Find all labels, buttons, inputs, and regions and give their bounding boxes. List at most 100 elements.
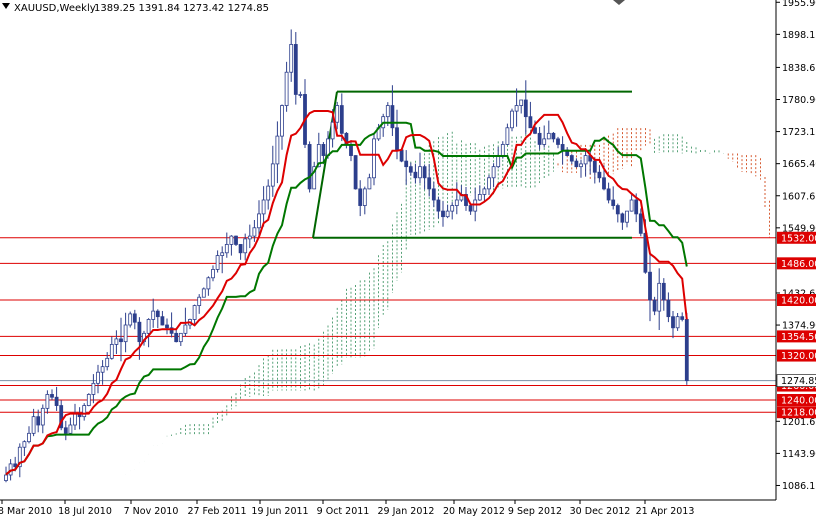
level-label-bg-2 xyxy=(777,294,816,306)
candle-body-58 xyxy=(270,163,275,187)
level-price-labels: 1532.001486.001420.001354.501320.001266.… xyxy=(776,231,816,419)
candle-body-38 xyxy=(178,332,183,343)
candle-body-84 xyxy=(390,105,395,129)
y-tick-label-9: 1374.90 xyxy=(782,321,816,332)
x-tick-label-4: 19 Jun 2011 xyxy=(251,506,308,517)
candle-body-113 xyxy=(523,99,528,118)
x-tick-label-9: 30 Dec 2012 xyxy=(570,506,631,517)
candle-body-45 xyxy=(211,269,215,279)
candle-body-96 xyxy=(445,210,450,218)
candle-body-85 xyxy=(395,127,399,151)
candle-body-137 xyxy=(634,199,639,215)
candle-body-2 xyxy=(13,463,18,468)
candle-body-63 xyxy=(293,44,298,95)
candle-body-46 xyxy=(215,255,220,270)
candle-body-73 xyxy=(339,105,344,134)
candle-body-34 xyxy=(160,316,165,326)
tenkan-sen-line xyxy=(5,110,688,476)
chart-header: XAUUSD,Weekly 1389.25 1391.84 1273.42 12… xyxy=(2,3,269,14)
candle-body-19 xyxy=(91,382,96,395)
level-label-3: 1354.50 xyxy=(781,332,816,343)
candle-body-59 xyxy=(275,135,280,165)
candle-body-7 xyxy=(36,416,41,426)
candle-body-8 xyxy=(40,407,45,426)
candle-body-50 xyxy=(234,235,238,245)
candle-body-76 xyxy=(353,155,358,190)
candle-body-31 xyxy=(146,319,151,334)
candle-body-48 xyxy=(224,244,229,254)
y-tick-label-3: 1780.90 xyxy=(782,95,816,106)
candle-body-102 xyxy=(473,199,478,212)
candle-body-136 xyxy=(629,199,634,212)
candle-body-119 xyxy=(551,132,556,140)
candle-body-57 xyxy=(266,185,271,201)
candle-body-6 xyxy=(31,416,36,434)
candle-body-108 xyxy=(500,144,505,156)
candle-body-83 xyxy=(385,105,390,118)
shift-marker-icon[interactable] xyxy=(613,0,625,5)
candle-body-88 xyxy=(408,166,413,173)
candle-body-44 xyxy=(206,277,211,290)
x-tick-label-10: 21 Apr 2013 xyxy=(636,506,695,517)
y-tick-label-2: 1838.65 xyxy=(782,63,816,74)
price-candles xyxy=(4,29,689,483)
symbol-title: XAUUSD,Weekly xyxy=(14,3,96,14)
candle-body-35 xyxy=(165,324,169,329)
candle-body-32 xyxy=(151,310,156,320)
candle-body-80 xyxy=(372,138,376,179)
level-label-bg-1 xyxy=(777,257,816,270)
candle-body-91 xyxy=(422,166,427,179)
candle-body-21 xyxy=(100,366,105,373)
candle-body-117 xyxy=(542,138,547,145)
candle-body-9 xyxy=(45,394,50,409)
candle-body-5 xyxy=(27,432,31,443)
candle-body-25 xyxy=(119,338,123,343)
candle-body-86 xyxy=(399,149,404,162)
candle-body-135 xyxy=(625,210,629,223)
candle-body-120 xyxy=(556,138,560,145)
x-tick-label-1: 18 Jul 2010 xyxy=(58,506,112,517)
candle-body-13 xyxy=(63,427,68,434)
candle-body-94 xyxy=(436,199,441,212)
candle-body-141 xyxy=(652,299,657,312)
candle-body-124 xyxy=(574,160,579,168)
candle-body-93 xyxy=(431,188,436,201)
candle-body-129 xyxy=(597,171,602,179)
candle-body-70 xyxy=(326,138,330,156)
candle-body-79 xyxy=(367,177,372,190)
candle-body-143 xyxy=(661,282,666,301)
candle-body-69 xyxy=(321,144,326,156)
candle-body-116 xyxy=(537,132,542,145)
y-tick-label-12: 1086.15 xyxy=(782,481,816,492)
candle-body-98 xyxy=(454,199,459,206)
candle-body-92 xyxy=(427,177,432,190)
candle-body-75 xyxy=(349,144,353,156)
candle-body-106 xyxy=(491,166,496,179)
level-label-bg-4 xyxy=(777,349,816,362)
candle-body-97 xyxy=(450,205,455,212)
candle-body-37 xyxy=(174,332,179,343)
x-tick-label-6: 29 Jan 2012 xyxy=(378,506,435,517)
candle-body-27 xyxy=(128,313,133,326)
candle-body-15 xyxy=(73,413,77,426)
candle-body-89 xyxy=(413,171,418,179)
level-label-bg-3 xyxy=(777,330,816,343)
level-label-0: 1532.00 xyxy=(781,233,816,244)
candle-body-43 xyxy=(201,288,206,298)
level-label-6: 1240.00 xyxy=(781,396,816,407)
level-label-4: 1320.00 xyxy=(781,351,816,362)
y-tick-label-8: 1432.65 xyxy=(782,288,816,299)
candle-body-104 xyxy=(482,188,487,195)
y-tick-label-7: 1549.90 xyxy=(782,223,816,234)
candle-body-130 xyxy=(602,177,606,190)
candle-body-10 xyxy=(50,394,54,398)
level-label-bg-6 xyxy=(777,394,816,406)
candle-body-142 xyxy=(657,282,662,312)
collapse-triangle-icon[interactable] xyxy=(2,3,10,9)
candle-body-22 xyxy=(105,357,110,368)
candle-body-87 xyxy=(404,160,409,168)
candle-body-131 xyxy=(606,188,611,201)
candle-body-54 xyxy=(252,227,257,237)
